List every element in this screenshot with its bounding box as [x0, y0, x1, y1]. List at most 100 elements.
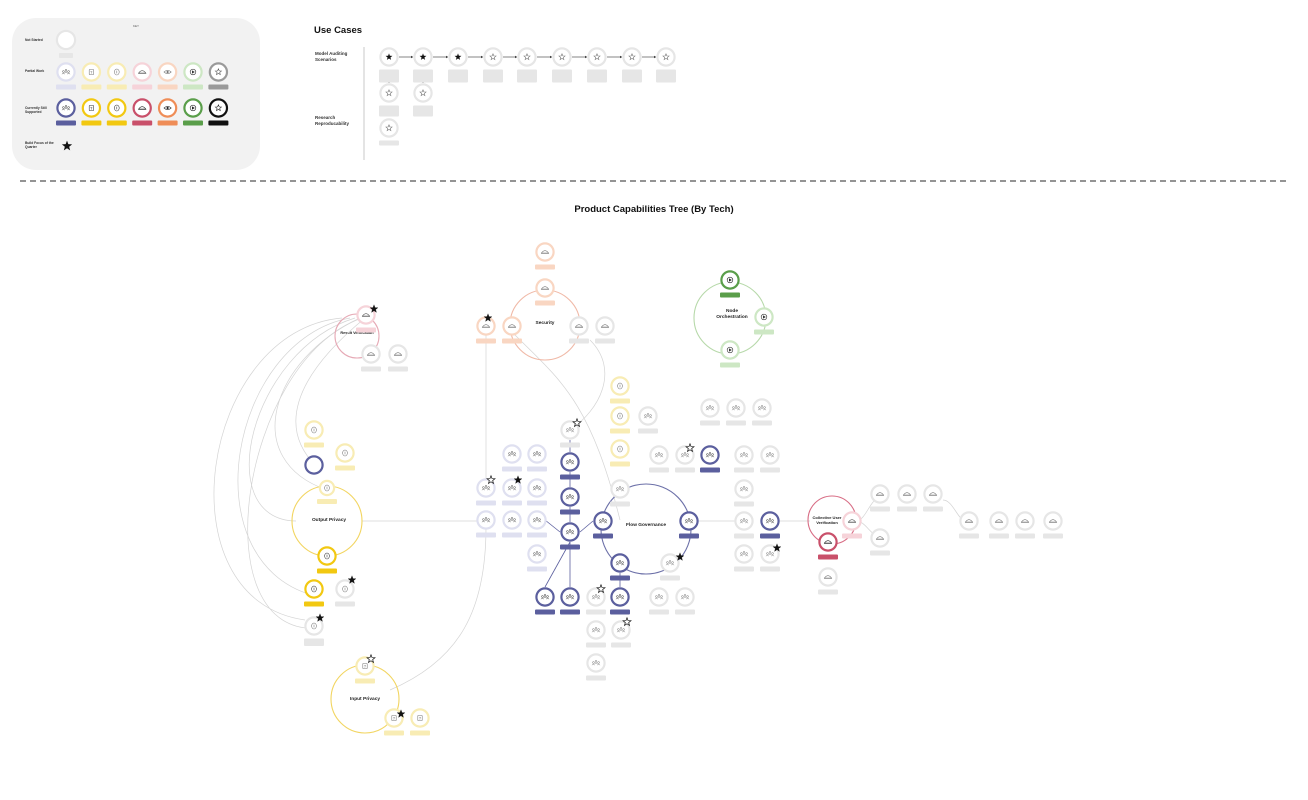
- node-flow-governance[interactable]: [734, 544, 754, 572]
- node-orchestration[interactable]: [754, 307, 774, 335]
- use-case-node[interactable]: [448, 47, 468, 83]
- node-collective-verification[interactable]: [959, 511, 979, 539]
- legend-supported-node[interactable]: ?: [81, 98, 102, 126]
- node-collective-verification[interactable]: [989, 511, 1009, 539]
- legend-partial-node[interactable]: [132, 62, 153, 90]
- node-flow-governance[interactable]: [649, 587, 669, 615]
- node-collective-verification[interactable]: [1043, 511, 1063, 539]
- node-flow-governance[interactable]: [502, 444, 522, 472]
- node-output-privacy[interactable]: [304, 420, 324, 448]
- node-collective-verification[interactable]: [897, 484, 917, 512]
- use-case-node[interactable]: [413, 83, 433, 117]
- legend-partial-node[interactable]: [183, 62, 203, 90]
- node-flow-governance[interactable]: [611, 620, 631, 648]
- node-flow-governance[interactable]: [610, 376, 630, 404]
- node-flow-governance[interactable]: [679, 511, 699, 539]
- node-flow-governance[interactable]: [586, 653, 606, 681]
- legend-partial-node[interactable]: [208, 62, 229, 90]
- node-flow-governance[interactable]: [593, 511, 613, 539]
- node-flow-governance[interactable]: [660, 553, 680, 581]
- node-flow-governance[interactable]: [527, 544, 547, 572]
- node-flow-governance[interactable]: [502, 478, 522, 506]
- node-security[interactable]: [476, 316, 496, 344]
- node-result-verification[interactable]: [356, 305, 376, 333]
- node-result-verification[interactable]: [361, 344, 381, 372]
- node-collective-verification[interactable]: [870, 528, 890, 556]
- node-security[interactable]: [502, 316, 522, 344]
- node-flow-governance[interactable]: [527, 478, 547, 506]
- legend-supported-node[interactable]: [56, 98, 76, 126]
- use-case-node[interactable]: [622, 47, 642, 83]
- node-flow-governance[interactable]: [638, 406, 658, 434]
- legend-supported-node[interactable]: [132, 98, 153, 126]
- legend-partial-node[interactable]: ?: [81, 62, 102, 90]
- node-flow-governance[interactable]: [610, 439, 630, 467]
- legend-supported-node[interactable]: [157, 98, 178, 126]
- node-flow-governance[interactable]: [675, 445, 695, 473]
- node-result-verification[interactable]: [388, 344, 408, 372]
- node-collective-verification[interactable]: [842, 511, 862, 539]
- node-input-privacy[interactable]: ?: [410, 708, 430, 736]
- node-orchestration[interactable]: [720, 340, 740, 368]
- node-flow-governance[interactable]: [700, 398, 720, 426]
- node-flow-governance[interactable]: [610, 553, 630, 581]
- node-flow-governance[interactable]: [476, 478, 496, 506]
- use-case-node[interactable]: [656, 47, 676, 83]
- use-case-node[interactable]: [552, 47, 572, 83]
- legend-supported-node[interactable]: [183, 98, 203, 126]
- node-security[interactable]: [569, 316, 589, 344]
- node-flow-governance[interactable]: [560, 452, 580, 480]
- use-case-node[interactable]: [517, 47, 537, 83]
- node-security[interactable]: [595, 316, 615, 344]
- use-case-node[interactable]: [413, 47, 433, 83]
- node-flow-governance[interactable]: [760, 445, 780, 473]
- node-collective-verification[interactable]: [818, 532, 838, 560]
- node-flow-governance[interactable]: [586, 620, 606, 648]
- legend-partial-node[interactable]: [56, 62, 76, 90]
- node-flow-governance[interactable]: [734, 511, 754, 539]
- legend-supported-node[interactable]: [208, 98, 229, 126]
- node-output-privacy[interactable]: [335, 443, 355, 471]
- legend-partial-node[interactable]: [157, 62, 178, 90]
- node-output-privacy[interactable]: [335, 579, 355, 607]
- use-case-node[interactable]: [379, 83, 399, 117]
- node-flow-governance[interactable]: [610, 479, 630, 507]
- use-case-node[interactable]: [483, 47, 503, 83]
- node-input-privacy[interactable]: ?: [384, 708, 404, 736]
- node-flow-governance[interactable]: [476, 510, 496, 538]
- node-flow-governance[interactable]: [610, 587, 630, 615]
- node-flow-governance[interactable]: [726, 398, 746, 426]
- node-flow-governance[interactable]: [752, 398, 772, 426]
- node-orchestration[interactable]: [720, 270, 740, 298]
- node-output-privacy[interactable]: [317, 479, 337, 504]
- node-output-privacy[interactable]: [317, 546, 337, 574]
- node-flow-governance[interactable]: [560, 522, 580, 550]
- node-security[interactable]: [535, 278, 555, 306]
- node-flow-governance[interactable]: [586, 587, 606, 615]
- node-flow-governance[interactable]: [760, 511, 780, 539]
- node-flow-governance[interactable]: [560, 487, 580, 515]
- node-output-privacy[interactable]: [304, 579, 324, 607]
- node-collective-verification[interactable]: [923, 484, 943, 512]
- use-case-node[interactable]: [379, 47, 399, 83]
- legend-not-started-node[interactable]: [55, 29, 77, 58]
- node-flow-governance[interactable]: [700, 445, 720, 473]
- node-flow-governance[interactable]: [535, 587, 555, 615]
- node-flow-governance[interactable]: [734, 445, 754, 473]
- node-flow-governance[interactable]: [610, 406, 630, 434]
- node-flow-governance[interactable]: [734, 479, 754, 507]
- use-case-node[interactable]: [379, 118, 399, 146]
- node-collective-verification[interactable]: [818, 567, 838, 595]
- node-output-privacy[interactable]: [304, 616, 324, 646]
- node-flow-governance[interactable]: [560, 587, 580, 615]
- node-flow-governance[interactable]: [760, 544, 780, 572]
- node-security[interactable]: [535, 242, 555, 270]
- node-output-privacy[interactable]: [304, 455, 324, 475]
- legend-supported-node[interactable]: [106, 98, 127, 126]
- node-collective-verification[interactable]: [870, 484, 890, 512]
- node-flow-governance[interactable]: [675, 587, 695, 615]
- node-flow-governance[interactable]: [502, 510, 522, 538]
- use-case-node[interactable]: [587, 47, 607, 83]
- node-collective-verification[interactable]: [1015, 511, 1035, 539]
- legend-partial-node[interactable]: [106, 62, 127, 90]
